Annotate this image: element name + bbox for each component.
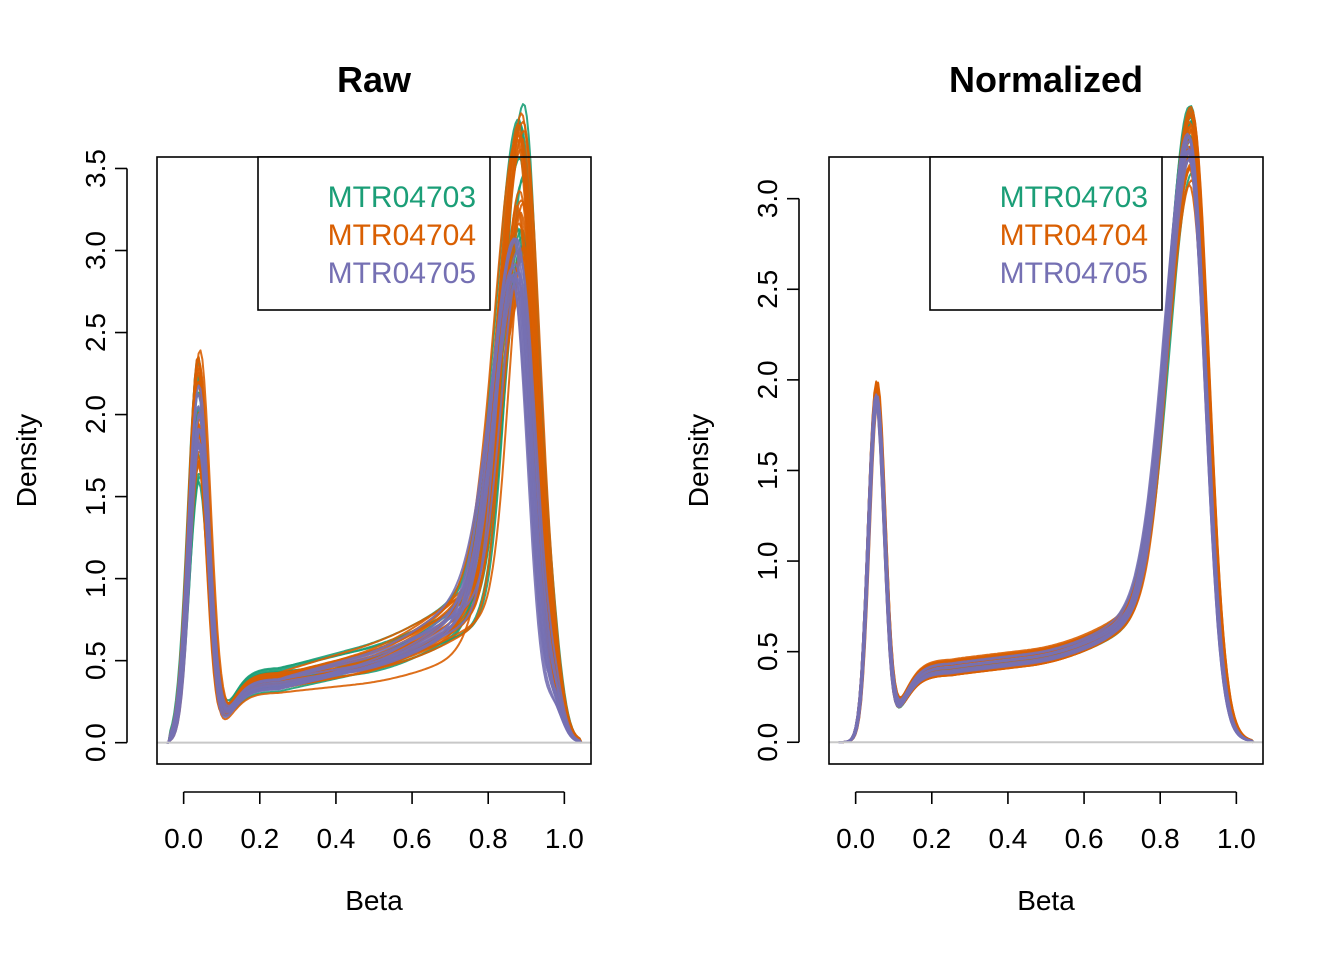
density-curve-mtr04705 bbox=[838, 159, 1255, 744]
x-tick-label: 0.6 bbox=[393, 823, 432, 854]
density-curve-mtr04705 bbox=[166, 238, 583, 744]
density-curves bbox=[166, 103, 583, 744]
y-tick-label: 1.5 bbox=[752, 451, 783, 490]
density-curve-mtr04704 bbox=[166, 294, 583, 744]
y-tick-label: 1.0 bbox=[752, 542, 783, 581]
chart-title: Raw bbox=[337, 59, 412, 100]
y-axis: 0.0 0.5 1.0 1.5 2.0 2.5 3.0 3.5 bbox=[80, 149, 128, 762]
y-tick-label: 2.5 bbox=[752, 270, 783, 309]
legend-entry-mtr04705: MTR04705 bbox=[328, 257, 476, 290]
x-tick-label: 0.0 bbox=[164, 823, 203, 854]
legend-entry-mtr04704: MTR04704 bbox=[328, 219, 476, 252]
x-axis: 0.0 0.2 0.4 0.6 0.8 1.0 bbox=[164, 791, 584, 854]
y-tick-label: 2.0 bbox=[752, 360, 783, 399]
x-axis: 0.0 0.2 0.4 0.6 0.8 1.0 bbox=[836, 791, 1256, 854]
y-tick-label: 2.0 bbox=[80, 395, 111, 434]
density-curve-mtr04705 bbox=[166, 275, 583, 744]
x-tick-label: 1.0 bbox=[545, 823, 584, 854]
density-curve-mtr04705 bbox=[838, 135, 1255, 744]
y-tick-label: 1.0 bbox=[80, 559, 111, 598]
y-tick-label: 3.0 bbox=[80, 231, 111, 270]
x-tick-label: 0.8 bbox=[1141, 823, 1180, 854]
y-tick-label: 0.0 bbox=[80, 723, 111, 762]
legend-entry-mtr04703: MTR04703 bbox=[328, 181, 476, 214]
y-axis-label: Density bbox=[683, 414, 714, 507]
density-curve-mtr04705 bbox=[166, 277, 583, 744]
y-tick-label: 3.0 bbox=[752, 179, 783, 218]
x-tick-label: 0.2 bbox=[240, 823, 279, 854]
y-tick-label: 0.5 bbox=[80, 641, 111, 680]
panel-normalized: Normalized 0.0 0.2 0.4 0.6 0.8 1.0 Beta 0.0 0.5 1.… bbox=[683, 59, 1264, 916]
density-curve-mtr04705 bbox=[166, 278, 583, 744]
legend-box bbox=[257, 156, 491, 311]
x-tick-label: 0.0 bbox=[836, 823, 875, 854]
x-tick-label: 0.4 bbox=[988, 823, 1027, 854]
x-tick-label: 0.6 bbox=[1065, 823, 1104, 854]
legend-box bbox=[929, 156, 1163, 311]
density-curve-mtr04704 bbox=[166, 282, 583, 744]
y-axis: 0.0 0.5 1.0 1.5 2.0 2.5 3.0 bbox=[752, 179, 800, 762]
x-tick-label: 0.2 bbox=[912, 823, 951, 854]
chart-title: Normalized bbox=[949, 59, 1143, 100]
x-tick-label: 1.0 bbox=[1217, 823, 1256, 854]
x-tick-label: 0.8 bbox=[469, 823, 508, 854]
legend-entry-mtr04705: MTR04705 bbox=[1000, 257, 1148, 290]
legend-entry-mtr04703: MTR04703 bbox=[1000, 181, 1148, 214]
y-tick-label: 1.5 bbox=[80, 477, 111, 516]
panel-raw: Raw 0.0 0.2 0.4 0.6 0.8 1.0 Beta 0.0 0.5 1.0 1.5 2.0… bbox=[11, 59, 592, 916]
y-tick-label: 0.5 bbox=[752, 632, 783, 671]
y-tick-label: 0.0 bbox=[752, 723, 783, 762]
y-tick-label: 2.5 bbox=[80, 313, 111, 352]
y-axis-label: Density bbox=[11, 414, 42, 507]
legend-entry-mtr04704: MTR04704 bbox=[1000, 219, 1148, 252]
legend: MTR04703 MTR04704 MTR04705 bbox=[929, 156, 1163, 311]
density-curve-mtr04704 bbox=[166, 290, 583, 744]
x-axis-label: Beta bbox=[345, 885, 403, 916]
y-tick-label: 3.5 bbox=[80, 149, 111, 188]
x-axis-label: Beta bbox=[1017, 885, 1075, 916]
density-curve-mtr04704 bbox=[166, 120, 583, 744]
legend: MTR04703 MTR04704 MTR04705 bbox=[257, 156, 491, 311]
density-curve-mtr04705 bbox=[166, 274, 582, 744]
density-curve-mtr04705 bbox=[838, 145, 1255, 744]
x-tick-label: 0.4 bbox=[316, 823, 355, 854]
